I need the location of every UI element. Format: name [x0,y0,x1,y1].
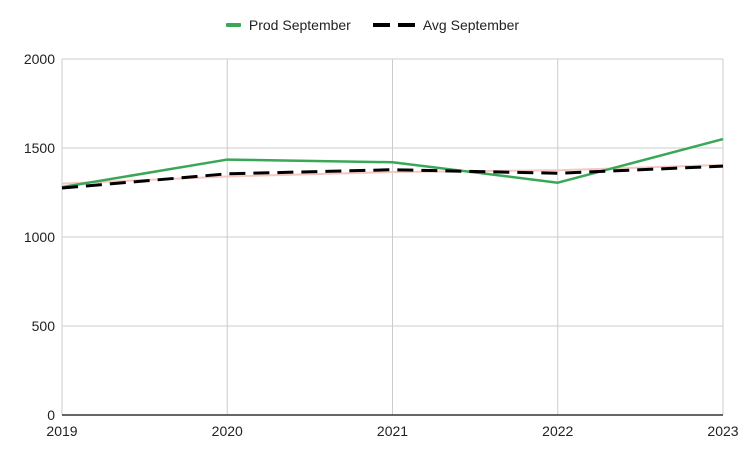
legend-item-prod[interactable]: Prod September [225,17,351,33]
legend-label-prod: Prod September [248,17,351,33]
y-tick-label: 2000 [24,51,55,67]
y-axis-tick-labels: 0 500 1000 1500 2000 [24,51,55,423]
x-tick-label: 2022 [542,423,573,439]
series-line-avg-september[interactable] [61,164,724,190]
y-tick-label: 1000 [24,229,55,245]
legend-label-avg: Avg September [422,17,520,33]
legend: Prod September Avg September [0,17,745,33]
x-tick-label: 2021 [377,423,408,439]
y-tick-label: 1500 [24,140,55,156]
x-tick-label: 2023 [707,423,738,439]
legend-item-avg[interactable]: Avg September [372,17,520,33]
y-tick-label: 500 [32,318,56,334]
x-tick-label: 2020 [212,423,243,439]
series-lines [61,137,724,190]
legend-swatch-prod [225,23,241,27]
y-tick-label: 0 [47,407,55,423]
legend-swatch-avg [372,23,415,27]
gridlines [61,58,724,415]
x-tick-label: 2019 [46,423,77,439]
series-line-prod-september[interactable] [61,137,724,189]
x-axis-tick-labels: 2019 2020 2021 2022 2023 [46,423,738,439]
